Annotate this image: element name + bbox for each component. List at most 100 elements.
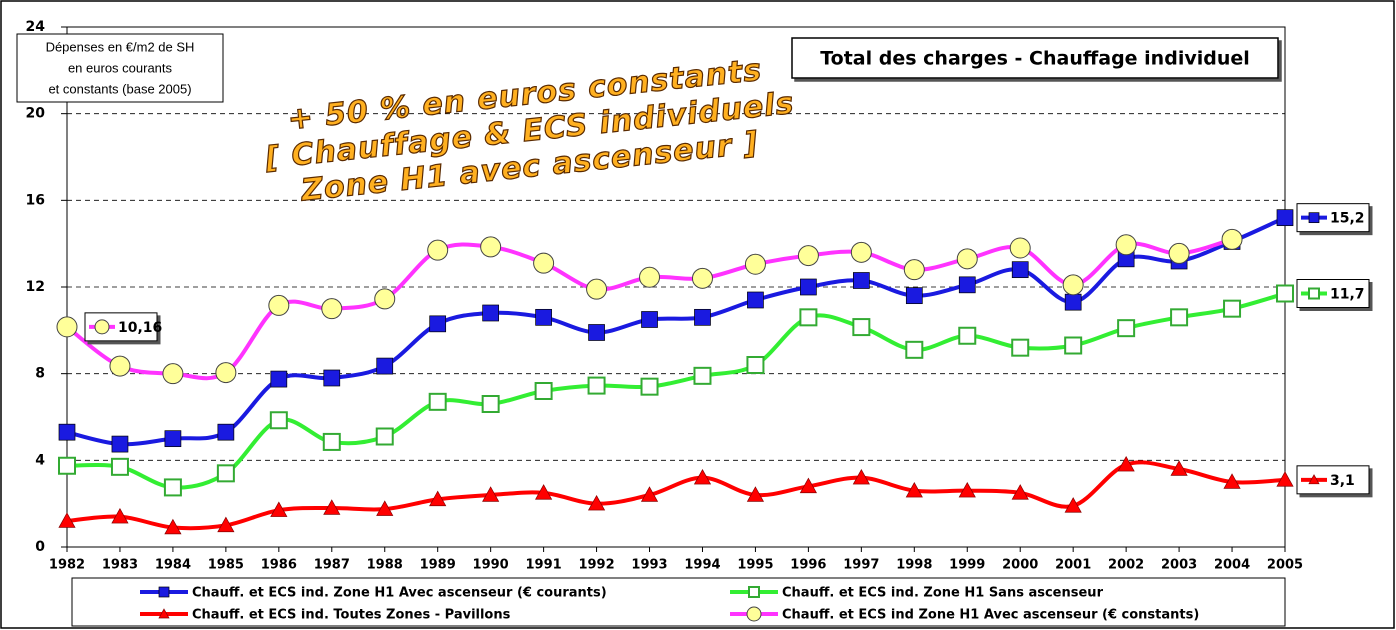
- marker: [58, 512, 76, 528]
- x-tick-label: 2004: [1214, 558, 1250, 573]
- marker: [1168, 242, 1190, 264]
- marker: [956, 248, 978, 270]
- marker: [322, 432, 341, 451]
- y-tick-label: 20: [26, 106, 46, 122]
- y-tick-label: 12: [26, 279, 45, 295]
- marker: [1011, 261, 1029, 279]
- marker: [162, 363, 184, 385]
- marker: [852, 468, 870, 485]
- x-tick-label: 1996: [790, 558, 826, 573]
- marker: [1276, 471, 1294, 487]
- marker: [958, 276, 976, 294]
- marker: [321, 298, 343, 320]
- marker: [693, 468, 712, 485]
- marker: [376, 357, 394, 375]
- x-tick-label: 2001: [1055, 558, 1091, 573]
- x-tick-label: 1999: [949, 558, 985, 573]
- marker: [905, 287, 923, 305]
- marker: [639, 266, 661, 288]
- legend-label: Chauff. et ECS ind Zone H1 Avec ascenseu…: [782, 608, 1199, 623]
- y-tick-label: 4: [35, 452, 45, 468]
- marker: [163, 478, 182, 497]
- marker: [588, 324, 605, 341]
- marker: [1117, 319, 1136, 338]
- x-tick-label: 2000: [1002, 558, 1038, 573]
- marker: [427, 239, 449, 261]
- marker: [56, 316, 78, 338]
- marker: [158, 608, 170, 619]
- y-label: Dépenses en €/m2 de SH: [46, 39, 195, 54]
- marker: [800, 278, 817, 296]
- marker: [535, 308, 552, 326]
- marker: [746, 356, 765, 374]
- value-label: 11,7: [1330, 287, 1365, 303]
- marker: [58, 423, 76, 441]
- x-tick-label: 1991: [526, 558, 562, 573]
- marker: [482, 304, 500, 322]
- x-tick-label: 1995: [737, 558, 773, 573]
- marker: [1221, 228, 1243, 250]
- marker: [903, 259, 925, 281]
- marker: [746, 606, 762, 622]
- marker: [374, 288, 396, 310]
- legend-box: [71, 577, 1286, 627]
- marker: [958, 481, 976, 498]
- marker: [111, 507, 129, 524]
- marker: [268, 294, 290, 316]
- y-label-box: [16, 33, 224, 103]
- marker: [852, 272, 870, 289]
- marker: [746, 486, 765, 502]
- x-tick-label: 1986: [261, 558, 297, 573]
- marker: [1011, 484, 1029, 500]
- marker: [428, 392, 447, 411]
- marker: [1009, 237, 1031, 259]
- marker: [905, 340, 924, 359]
- marker: [694, 308, 711, 326]
- marker: [1117, 455, 1135, 472]
- marker: [1308, 474, 1320, 485]
- y-tick-label: 0: [35, 539, 45, 555]
- marker: [850, 241, 872, 263]
- x-tick-label: 1998: [896, 558, 932, 573]
- marker: [1064, 497, 1082, 513]
- marker: [799, 308, 818, 327]
- marker: [323, 499, 341, 515]
- marker: [693, 366, 712, 385]
- marker: [375, 427, 394, 446]
- marker: [481, 395, 500, 413]
- marker: [110, 457, 129, 476]
- marker: [164, 518, 182, 535]
- legend-label: Chauff. et ECS ind. Toutes Zones - Pavil…: [192, 608, 511, 623]
- marker: [480, 236, 502, 258]
- x-tick-label: 1992: [578, 558, 614, 573]
- y-label: et constants (base 2005): [48, 81, 191, 96]
- marker: [905, 481, 923, 498]
- marker: [217, 423, 235, 441]
- x-tick-label: 1988: [367, 558, 403, 573]
- marker: [158, 586, 170, 598]
- marker: [587, 494, 606, 511]
- marker: [323, 369, 341, 387]
- marker: [1062, 274, 1084, 296]
- marker: [1064, 336, 1083, 355]
- x-tick-label: 1989: [420, 558, 456, 573]
- marker: [215, 362, 237, 384]
- x-tick-label: 1982: [49, 558, 85, 573]
- marker: [1308, 287, 1320, 300]
- marker: [109, 355, 131, 377]
- marker: [429, 315, 447, 333]
- x-tick-label: 2003: [1161, 558, 1197, 573]
- marker: [691, 267, 713, 289]
- marker: [958, 326, 977, 345]
- x-tick-label: 1983: [102, 558, 138, 573]
- x-tick-label: 2005: [1267, 558, 1303, 573]
- x-tick-label: 1985: [208, 558, 244, 573]
- marker: [111, 435, 129, 453]
- y-label: en euros courants: [68, 60, 173, 75]
- marker: [640, 486, 659, 502]
- marker: [217, 516, 235, 533]
- x-tick-label: 1994: [684, 558, 720, 573]
- marker: [747, 291, 764, 309]
- marker: [587, 376, 606, 395]
- y-tick-label: 16: [26, 192, 45, 208]
